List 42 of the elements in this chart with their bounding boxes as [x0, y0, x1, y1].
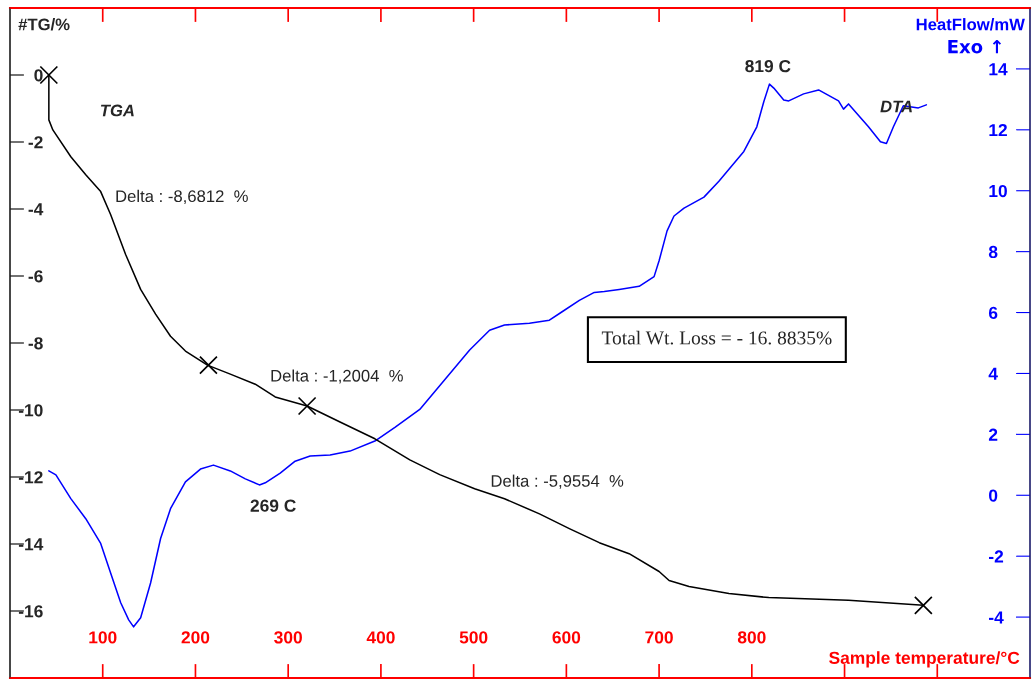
annotation: Exo ↑	[948, 39, 1002, 54]
x-tick-label: 300	[274, 631, 302, 644]
x-tick-label: 400	[366, 631, 395, 644]
y2-tick-label: 10	[989, 184, 1007, 198]
y-tick-label: -12	[18, 471, 43, 484]
point	[199, 355, 218, 375]
y-tick-label: -16	[18, 605, 43, 618]
y2-tick-label: 0	[989, 489, 998, 502]
annotation: Total Wt. Loss = - 16. 8835%	[601, 330, 832, 345]
y2-tick-label: -2	[989, 550, 1004, 563]
y-tick-label: -8	[28, 337, 43, 350]
y2-tick-label: 8	[988, 245, 998, 259]
x-tick-label: 800	[737, 631, 766, 644]
y-tick-label: -10	[18, 404, 43, 417]
x-axis-title: Sample temperature/°C	[829, 651, 1020, 668]
annotation: Delta : -1,2004 %	[271, 369, 403, 384]
y-tick-label: -2	[28, 136, 43, 149]
y2-tick-label: 2	[988, 428, 998, 441]
y-tick-label: 0	[34, 69, 43, 82]
y-axis-title: #TG/%	[18, 18, 70, 31]
y2-tick-label: 4	[988, 367, 998, 380]
annotation: Delta : -8,6812 %	[116, 189, 248, 205]
point	[914, 595, 933, 615]
y2-tick-label: 14	[989, 63, 1008, 76]
x-tick-label: 500	[459, 631, 488, 644]
y2-tick-label: -4	[989, 611, 1004, 624]
y2-tick-label: 12	[989, 123, 1007, 137]
y-tick-label: -14	[18, 538, 44, 551]
y2-axis-title: HeatFlow/mW	[916, 18, 1025, 31]
annotation: 269 C	[250, 499, 296, 512]
y-tick-label: -4	[28, 203, 44, 216]
annotation: 819 C	[745, 60, 791, 73]
annotation: DTA	[880, 100, 912, 113]
x-tick-label: 200	[181, 631, 210, 644]
x-tick-label: 700	[645, 631, 673, 644]
y-tick-label: -6	[28, 270, 43, 283]
annotation: Delta : -5,9554 %	[491, 474, 624, 489]
point	[297, 396, 317, 416]
x-tick-label: 600	[552, 631, 581, 644]
y2-tick-label: 6	[988, 306, 998, 320]
x-tick-label: 100	[89, 631, 117, 644]
annotation: TGA	[100, 104, 134, 117]
